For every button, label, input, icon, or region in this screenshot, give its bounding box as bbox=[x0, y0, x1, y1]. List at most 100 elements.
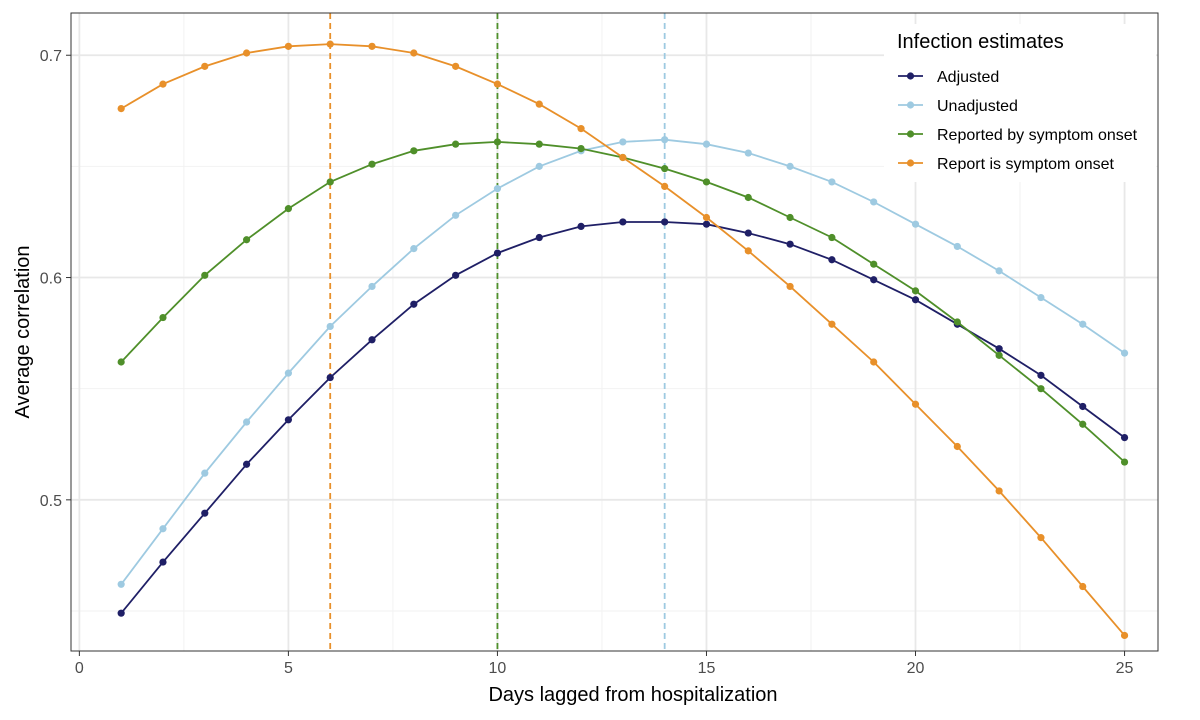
data-point bbox=[995, 267, 1003, 275]
data-point bbox=[284, 416, 292, 424]
data-point bbox=[828, 256, 836, 264]
data-point bbox=[284, 369, 292, 377]
legend-key-point bbox=[906, 130, 915, 138]
data-point bbox=[702, 178, 711, 186]
data-point bbox=[1120, 458, 1129, 466]
data-point bbox=[995, 351, 1003, 359]
data-point bbox=[452, 62, 460, 70]
data-point bbox=[493, 249, 502, 257]
data-point bbox=[953, 242, 961, 251]
data-point bbox=[619, 138, 627, 146]
data-point bbox=[242, 49, 251, 57]
data-point bbox=[535, 233, 543, 242]
data-point bbox=[1079, 320, 1087, 328]
x-tick-label: 15 bbox=[698, 660, 716, 677]
data-point bbox=[535, 140, 543, 148]
data-point bbox=[201, 271, 209, 279]
y-axis-title: Average correlation bbox=[12, 245, 34, 418]
data-point bbox=[1037, 534, 1045, 542]
data-point bbox=[786, 282, 794, 291]
y-axis: 0.5 0.6 0.7 bbox=[40, 48, 71, 510]
data-point bbox=[661, 165, 669, 173]
series-reported-by-symptom-onset bbox=[117, 138, 1129, 466]
x-tick-label: 25 bbox=[1116, 660, 1134, 677]
data-point bbox=[1037, 371, 1045, 379]
data-point bbox=[284, 42, 292, 50]
data-point bbox=[870, 358, 878, 366]
data-point bbox=[1037, 293, 1045, 302]
data-point bbox=[1079, 420, 1087, 428]
data-point bbox=[702, 213, 711, 222]
data-point bbox=[326, 178, 334, 186]
data-point bbox=[744, 149, 752, 157]
data-point bbox=[786, 240, 794, 248]
data-point bbox=[577, 145, 585, 153]
legend-key-point bbox=[906, 72, 915, 80]
data-point bbox=[911, 287, 920, 295]
y-tick-label: 0.5 bbox=[40, 493, 62, 510]
data-point bbox=[828, 320, 836, 328]
x-tick-label: 10 bbox=[489, 660, 507, 677]
data-point bbox=[702, 220, 711, 228]
legend-key-point bbox=[906, 101, 915, 109]
data-point bbox=[368, 336, 376, 344]
data-point bbox=[870, 260, 878, 268]
data-point bbox=[744, 229, 752, 237]
data-point bbox=[1079, 402, 1087, 411]
data-point bbox=[995, 345, 1003, 353]
y-tick-label: 0.6 bbox=[40, 271, 62, 288]
data-point bbox=[1037, 385, 1045, 393]
data-point bbox=[995, 487, 1003, 495]
series-line bbox=[120, 140, 1126, 463]
legend-item: Report is symptom onset bbox=[898, 156, 1115, 173]
x-tick-label: 5 bbox=[284, 660, 293, 677]
y-tick-label: 0.7 bbox=[40, 48, 62, 65]
data-point bbox=[911, 400, 920, 408]
series-line bbox=[120, 138, 1126, 585]
data-point bbox=[911, 220, 920, 228]
data-point bbox=[242, 460, 251, 468]
data-point bbox=[493, 185, 502, 193]
series-lines bbox=[117, 40, 1129, 640]
legend-items: Adjusted Unadjusted Reported by symptom on… bbox=[898, 69, 1138, 173]
data-point bbox=[410, 49, 418, 57]
legend-key-point bbox=[906, 159, 915, 167]
data-point bbox=[1120, 433, 1129, 442]
data-point bbox=[117, 358, 125, 366]
data-point bbox=[661, 182, 669, 190]
data-point bbox=[619, 153, 627, 162]
data-point bbox=[159, 313, 167, 322]
x-tick-label: 20 bbox=[907, 660, 925, 677]
legend-background bbox=[884, 24, 1156, 182]
data-point bbox=[1120, 631, 1129, 640]
data-point bbox=[535, 100, 543, 108]
data-point bbox=[911, 296, 920, 304]
data-point bbox=[117, 580, 125, 588]
data-point bbox=[870, 276, 878, 284]
data-point bbox=[828, 178, 836, 186]
data-point bbox=[159, 525, 167, 533]
x-tick-label: 0 bbox=[75, 660, 84, 677]
legend-label: Adjusted bbox=[937, 69, 999, 86]
legend-title: Infection estimates bbox=[897, 31, 1064, 53]
data-point bbox=[368, 42, 376, 50]
data-point bbox=[410, 300, 418, 308]
data-point bbox=[452, 211, 460, 219]
data-point bbox=[702, 140, 711, 148]
data-point bbox=[368, 160, 376, 168]
legend-item: Reported by symptom onset bbox=[898, 127, 1138, 144]
data-point bbox=[953, 318, 961, 326]
data-point bbox=[326, 322, 334, 331]
panel-border bbox=[70, 12, 1159, 652]
grid bbox=[71, 13, 1158, 651]
legend-item: Unadjusted bbox=[898, 98, 1018, 115]
data-point bbox=[242, 418, 251, 426]
data-point bbox=[410, 147, 418, 155]
data-point bbox=[661, 218, 669, 226]
data-point bbox=[410, 245, 418, 253]
series-unadjusted bbox=[117, 136, 1129, 588]
x-axis-title: Days lagged from hospitalization bbox=[488, 684, 777, 706]
data-point bbox=[326, 40, 334, 48]
data-point bbox=[201, 509, 209, 517]
